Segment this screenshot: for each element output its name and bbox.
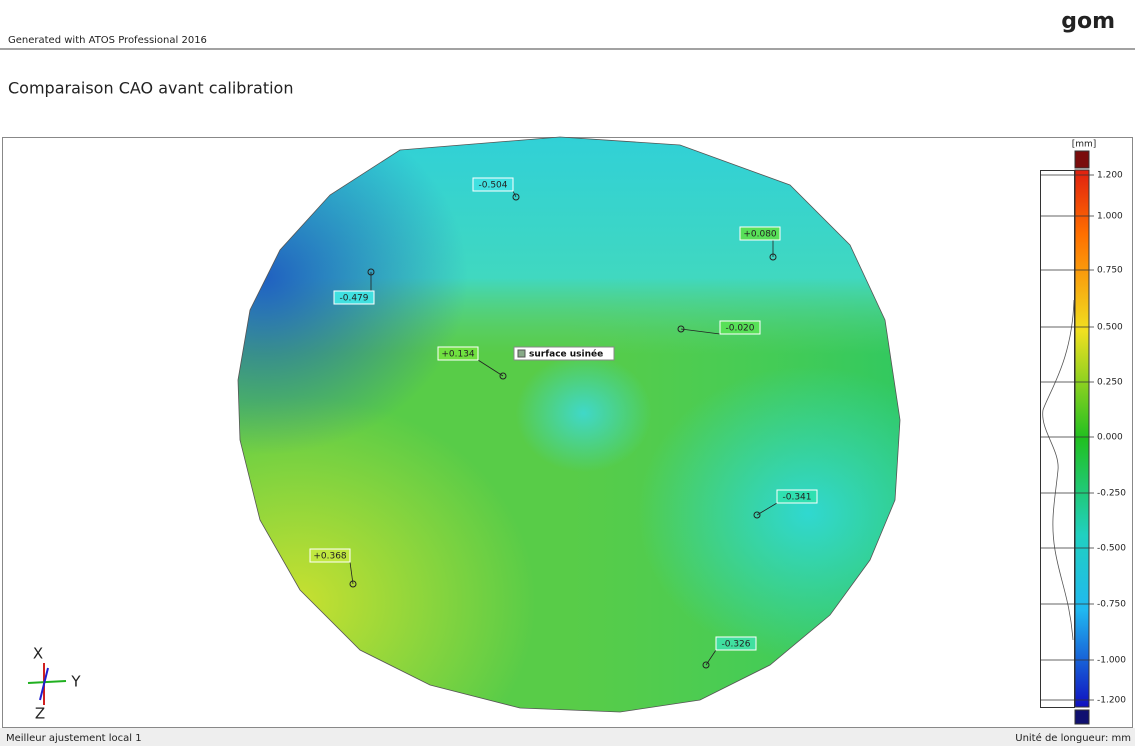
histogram-curve xyxy=(1042,299,1075,641)
color-bar-tick-label: 0.750 xyxy=(1097,266,1123,276)
under-range xyxy=(1074,709,1090,725)
leader-line xyxy=(477,359,504,377)
measure-point xyxy=(367,268,375,276)
measure-point xyxy=(512,193,520,201)
surface-label-text: surface usinée xyxy=(529,349,603,360)
axis-y: Y xyxy=(70,673,81,691)
color-bar xyxy=(1074,169,1090,708)
color-bar-tick-label: 1.000 xyxy=(1097,212,1123,222)
part-outline xyxy=(237,136,901,713)
footer-unit: Unité de longueur: mm xyxy=(1015,732,1131,744)
title: Comparaison CAO avant calibration xyxy=(8,79,293,98)
color-bar-tick-label: 0.250 xyxy=(1097,378,1123,388)
color-bar-tick-label: 0.500 xyxy=(1097,323,1123,333)
deviation-label: -0.504 xyxy=(478,181,507,191)
axis-triad: X Y Z xyxy=(27,645,81,723)
axis-x: X xyxy=(33,645,43,663)
over-range xyxy=(1074,150,1090,169)
measure-point xyxy=(769,253,777,261)
deviation-map xyxy=(238,137,900,712)
axis-z: Z xyxy=(35,705,45,723)
deviation-label-box xyxy=(715,636,757,651)
footer-alignment: Meilleur ajustement local 1 xyxy=(6,733,142,744)
measure-point xyxy=(753,511,761,519)
logo: gom xyxy=(1061,9,1115,34)
surface-label: surface usinée xyxy=(513,346,615,361)
deviation-label: +0.080 xyxy=(743,230,777,240)
deviation-label: +0.134 xyxy=(441,350,475,360)
color-bar-tick-label: 1.200 xyxy=(1097,171,1123,181)
color-bar-tick-label: -1.200 xyxy=(1097,696,1126,706)
deviation-label: -0.020 xyxy=(725,324,754,334)
color-bar-tick-label: -1.000 xyxy=(1097,656,1126,666)
color-bar-tick-label: -0.250 xyxy=(1097,489,1126,499)
deviation-label-box xyxy=(472,177,514,192)
histogram-box xyxy=(1040,170,1075,708)
deviation-label: -0.479 xyxy=(339,294,368,304)
deviation-label: -0.326 xyxy=(721,640,750,650)
generator: Generated with ATOS Professional 2016 xyxy=(8,35,207,46)
deviation-label: -0.341 xyxy=(782,493,811,503)
deviation-label-box xyxy=(719,320,761,335)
measure-point xyxy=(677,325,685,333)
deviation-label-box xyxy=(309,548,351,563)
measure-point xyxy=(349,580,357,588)
color-bar-tick-label: -0.500 xyxy=(1097,544,1126,554)
color-bar-tick-label: -0.750 xyxy=(1097,600,1126,610)
footer-bar xyxy=(0,728,1135,746)
deviation-label-box xyxy=(776,489,818,504)
color-bar-unit: [mm] xyxy=(1072,140,1097,150)
leader-line xyxy=(680,328,721,335)
measure-point xyxy=(702,661,710,669)
leader-line xyxy=(349,561,354,585)
deviation-label-box xyxy=(437,346,479,361)
measure-point xyxy=(499,372,507,380)
leader-line xyxy=(756,502,778,516)
deviation-label-box xyxy=(739,226,781,241)
color-bar-tick-label: 0.000 xyxy=(1097,433,1123,443)
deviation-label: +0.368 xyxy=(313,552,347,562)
deviation-label-box xyxy=(333,290,375,305)
